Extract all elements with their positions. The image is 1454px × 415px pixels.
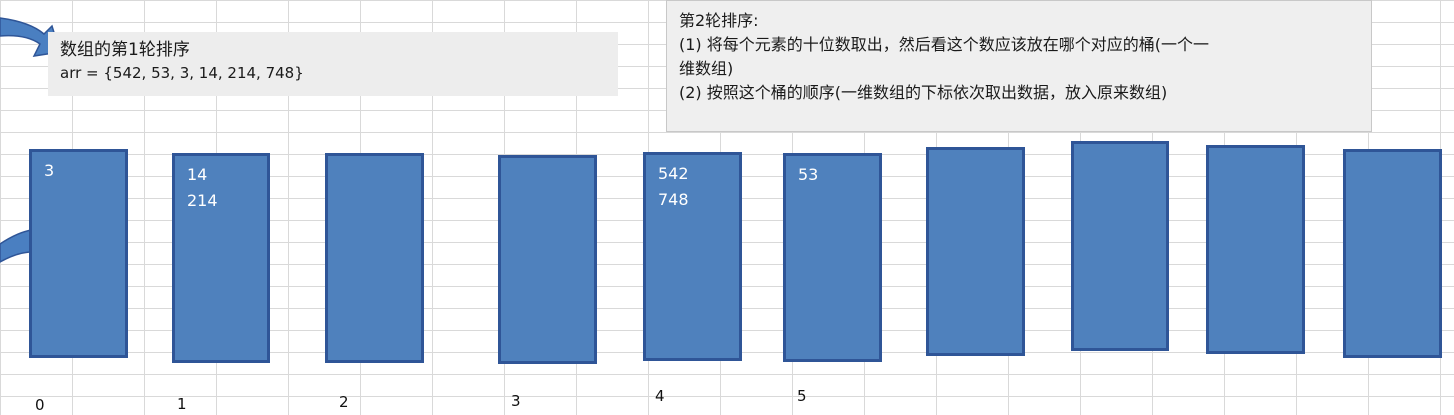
- second-round-note: 第2轮排序: (1) 将每个元素的十位数取出，然后看这个数应该放在哪个对应的桶(…: [666, 0, 1372, 132]
- bucket-index-3: 3: [511, 392, 521, 410]
- bucket-7: [1071, 141, 1169, 351]
- arrows-layer: [0, 17, 61, 263]
- bucket-index-4: 4: [655, 387, 665, 405]
- bucket-2: [325, 153, 424, 363]
- bucket-4-item-0: 542: [658, 164, 689, 183]
- bucket-index-1: 1: [177, 395, 187, 413]
- array-initial-values: arr = {542, 53, 3, 14, 214, 748}: [60, 64, 304, 82]
- bucket-0: 3: [29, 149, 128, 358]
- bucket-5-item-0: 53: [798, 165, 819, 184]
- bucket-index-2: 2: [339, 393, 349, 411]
- second-round-title: 第2轮排序:: [679, 11, 759, 30]
- bucket-4: 542 748: [643, 152, 742, 361]
- bucket-0-item-0: 3: [44, 161, 55, 180]
- bucket-9: [1343, 149, 1442, 358]
- bucket-index-0: 0: [35, 396, 45, 414]
- bucket-1-item-0: 14: [187, 165, 208, 184]
- bucket-5: 53: [783, 153, 882, 362]
- step-2-text: (2) 按照这个桶的顺序(一维数组的下标依次取出数据，放入原来数组): [679, 83, 1168, 102]
- first-round-note: 数组的第1轮排序 arr = {542, 53, 3, 14, 214, 748…: [48, 32, 618, 96]
- top-arrow-icon: [0, 17, 61, 57]
- bucket-1-item-1: 214: [187, 191, 218, 210]
- bucket-index-5: 5: [797, 387, 807, 405]
- bucket-4-item-1: 748: [658, 190, 689, 209]
- step-1-continued: 维数组): [679, 59, 734, 78]
- bucket-1: 14 214: [172, 153, 270, 363]
- step-1-text: (1) 将每个元素的十位数取出，然后看这个数应该放在哪个对应的桶(一个一: [679, 35, 1209, 54]
- first-round-title: 数组的第1轮排序: [60, 40, 190, 60]
- bucket-6: [926, 147, 1025, 356]
- bucket-3: [498, 155, 597, 364]
- bucket-8: [1206, 145, 1305, 354]
